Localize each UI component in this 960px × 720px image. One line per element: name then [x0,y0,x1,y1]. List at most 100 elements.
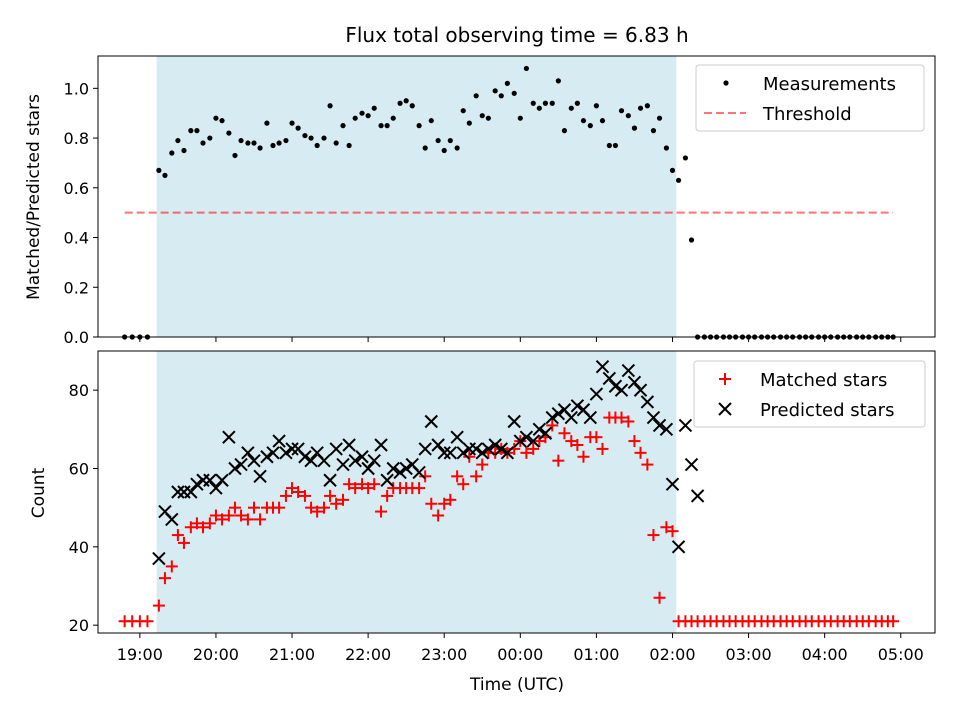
predicted-star-point [583,410,598,425]
measurement-point [682,155,689,161]
matched-star-point [571,439,584,451]
measurement-point [378,123,384,129]
top-y-axis: 0.0 0.2 0.4 0.6 0.8 1.0 [64,79,98,347]
predicted-star-point [380,473,394,487]
predicted-star-point [418,442,432,456]
matched-star-point [375,505,388,518]
predicted-star-point [646,410,661,425]
matched-star-point [590,431,603,444]
measurement-point [194,128,200,134]
measurement-point [352,115,358,121]
measurement-point [612,142,619,149]
matched-star-point [235,509,248,522]
predicted-star-point [608,379,623,393]
measurement-point [644,103,650,109]
predicted-star-point [342,438,356,452]
legend-measurements-label: Measurements [763,74,896,95]
matched-star-point [368,478,381,491]
matched-star-point [177,536,190,549]
predicted-star-point [678,418,693,433]
matched-star-point [298,489,311,502]
predicted-star-point [564,410,578,425]
predicted-star-point [665,477,680,491]
legend-matched-label: Matched stars [760,370,887,391]
predicted-star-point [614,383,629,397]
predicted-star-point [602,371,617,386]
predicted-star-point [443,446,458,460]
measurement-point [447,137,453,144]
matched-star-point [254,513,267,526]
predicted-star-point [348,453,362,468]
measurement-point [403,98,409,104]
measurement-point [270,142,276,149]
matched-star-point [216,513,229,526]
measurement-point [460,108,466,114]
bottom-axes-frame [97,350,936,634]
matched-stars-points [118,411,900,628]
predicted-star-point [374,438,388,452]
matched-star-point [184,521,197,534]
predicted-star-point [203,473,217,487]
measurement-point [498,93,504,99]
predicted-star-point [285,442,299,456]
measurement-point [650,128,657,134]
predicted-star-point [304,453,318,468]
matched-star-point [615,411,628,424]
measurement-point [384,123,390,129]
predicted-star-point [241,446,255,460]
predicted-star-point [165,512,179,527]
measurement-point [618,108,625,114]
measurement-point [409,103,415,109]
measurement-point [213,115,219,121]
predicted-star-point [260,450,274,464]
legend-predicted-label: Predicted stars [760,400,894,421]
measurement-point [485,115,491,121]
measurement-point [321,135,327,141]
matched-star-point [887,615,900,628]
measurement-point [295,125,301,131]
measurement-point [314,142,320,149]
matched-star-point [279,489,292,502]
matched-star-point [425,497,438,510]
predicted-star-point [361,461,375,476]
matched-star-point [622,415,635,428]
measurement-point [340,123,346,129]
measurement-point [283,137,289,144]
measurement-point [599,118,606,124]
matched-star-point [577,450,590,463]
matched-star-point [413,482,426,495]
predicted-star-point [570,399,585,413]
matched-star-point [273,501,286,514]
matched-star-point [311,505,324,518]
matched-star-point [419,470,432,483]
x-tick-label: 00:00 [497,645,543,664]
predicted-star-point [494,442,508,456]
measurement-point [441,147,447,154]
legend-predicted-marker [718,402,732,416]
measurement-point [226,130,232,136]
matched-star-point [241,513,254,526]
matched-star-point [324,489,337,502]
predicted-star-point [551,406,566,421]
matched-star-point [647,529,660,542]
matched-star-point [457,478,470,491]
matched-star-point [546,419,559,432]
predicted-star-point [355,450,369,464]
predicted-star-point [475,446,489,460]
x-tick-label: 05:00 [878,645,924,664]
legend-matched-marker [719,373,731,385]
top-axes-frame [97,55,936,338]
measurement-point [245,140,251,146]
measurement-point [251,140,257,146]
measurement-point [289,120,295,126]
measurement-point [257,145,263,151]
predicted-star-point [399,461,413,476]
predicted-star-point [329,442,343,456]
top-panel: 0.0 0.2 0.4 0.6 0.8 1.0 Matched/Predicted sta… [24,55,936,347]
predicted-star-point [450,430,464,444]
x-tick-label: 02:00 [649,645,695,664]
matched-star-point [533,435,546,448]
measurement-point [637,105,644,111]
x-tick-label: 04:00 [802,645,848,664]
predicted-star-point [507,414,521,429]
